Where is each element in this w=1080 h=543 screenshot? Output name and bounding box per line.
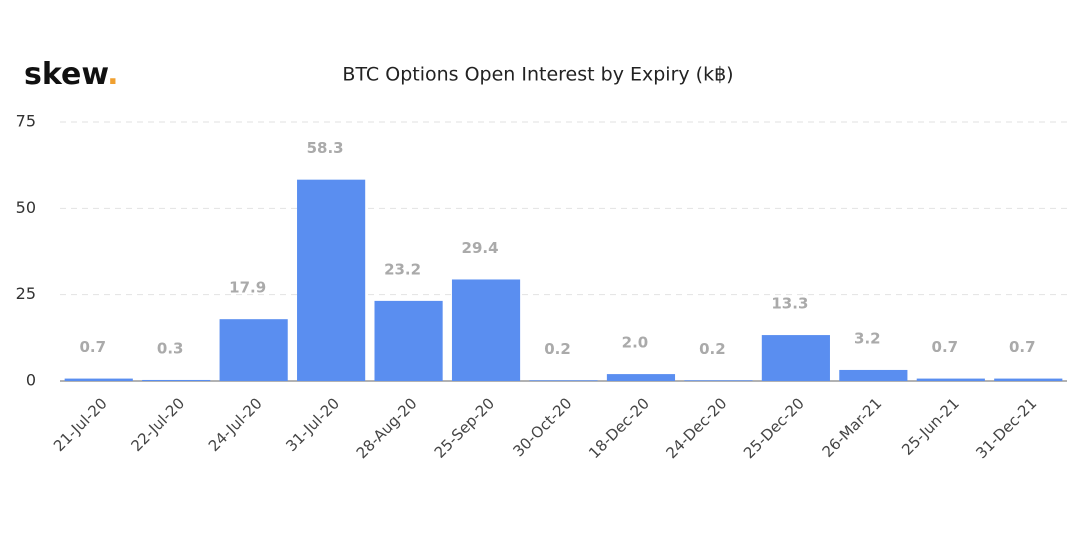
bar <box>374 300 443 381</box>
value-label: 58.3 <box>307 139 344 157</box>
bar <box>529 380 598 381</box>
bar <box>761 335 830 381</box>
logo-dot: . <box>107 57 118 92</box>
value-label: 0.3 <box>157 339 184 357</box>
x-tick-label: 24-Jul-20 <box>205 394 266 455</box>
x-tick-label: 31-Jul-20 <box>282 394 343 455</box>
bar <box>219 319 288 381</box>
y-tick-label: 75 <box>16 112 36 131</box>
bar <box>606 374 676 381</box>
value-label: 0.7 <box>79 338 106 356</box>
value-label: 0.2 <box>699 340 726 358</box>
x-tick-label: 18-Dec-20 <box>585 394 653 462</box>
x-tick-label: 30-Oct-20 <box>509 394 575 460</box>
bar <box>297 179 366 381</box>
value-label: 23.2 <box>384 260 421 278</box>
value-label: 29.4 <box>462 239 499 257</box>
logo: skew. <box>24 57 119 92</box>
y-tick-label: 0 <box>26 371 36 390</box>
bar <box>839 369 908 381</box>
x-tick-label: 31-Dec-21 <box>972 394 1040 462</box>
value-label: 0.7 <box>1009 338 1036 356</box>
bar <box>451 279 521 381</box>
bar <box>142 379 211 381</box>
x-tick-label: 25-Dec-20 <box>740 394 808 462</box>
y-tick-label: 25 <box>16 284 36 303</box>
x-tick-label: 22-Jul-20 <box>127 394 188 455</box>
value-label: 3.2 <box>854 329 881 347</box>
x-tick-label: 25-Sep-20 <box>431 394 498 461</box>
x-tick-label: 26-Mar-21 <box>819 394 886 461</box>
bar <box>916 378 985 381</box>
value-label: 0.7 <box>932 338 959 356</box>
x-tick-label: 25-Jun-21 <box>898 394 963 459</box>
x-tick-label: 24-Dec-20 <box>663 394 731 462</box>
chart-title: BTC Options Open Interest by Expiry (k฿) <box>342 64 733 86</box>
x-tick-label: 28-Aug-20 <box>353 394 421 462</box>
value-label: 2.0 <box>622 334 649 352</box>
logo-text: skew <box>24 57 108 92</box>
bar <box>684 380 753 381</box>
bar <box>994 378 1063 381</box>
bar <box>64 378 133 381</box>
value-label: 17.9 <box>229 279 266 297</box>
x-tick-label: 21-Jul-20 <box>50 394 111 455</box>
y-tick-label: 50 <box>16 198 36 217</box>
value-label: 13.3 <box>771 295 808 313</box>
value-label: 0.2 <box>544 340 571 358</box>
